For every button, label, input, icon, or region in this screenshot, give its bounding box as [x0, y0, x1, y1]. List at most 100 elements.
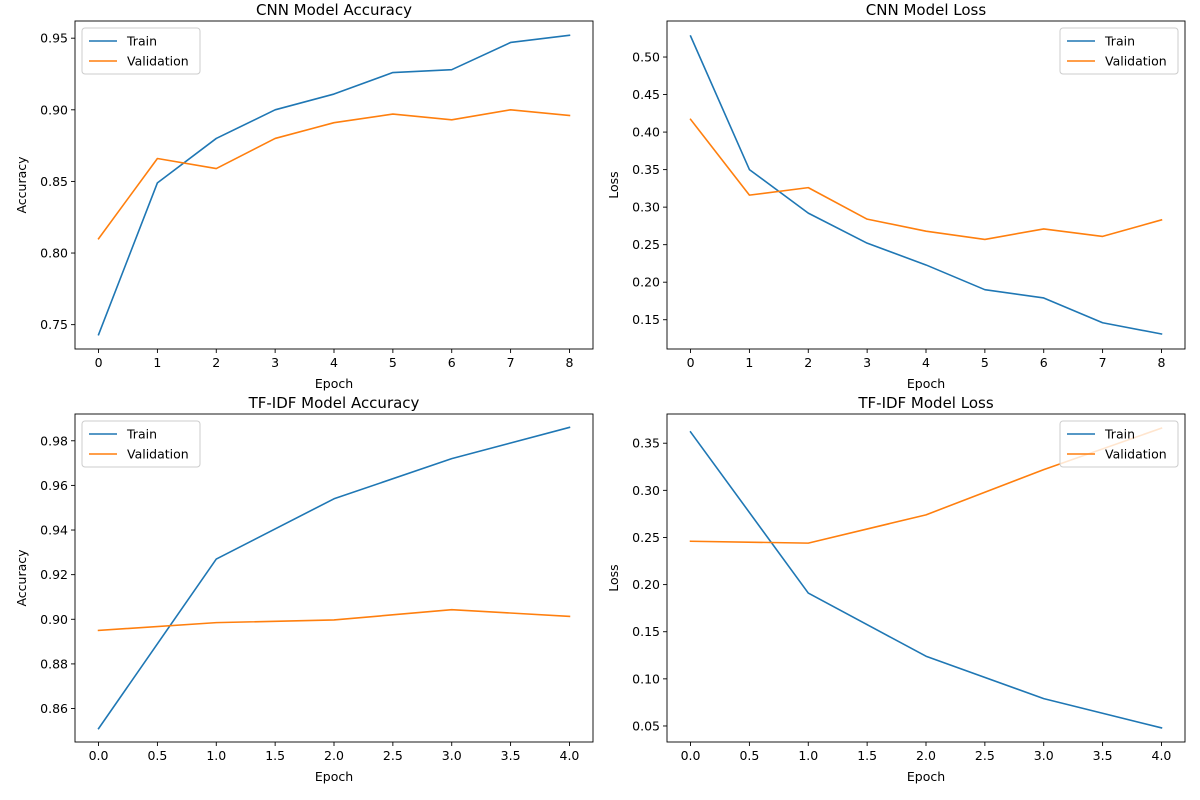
y-tick-label: 0.90: [40, 612, 68, 627]
x-tick-label: 3.0: [442, 748, 462, 763]
x-axis-label: Epoch: [907, 769, 945, 784]
x-tick-label: 0.0: [681, 748, 701, 763]
y-tick-label: 0.35: [632, 436, 660, 451]
x-tick-label: 3.0: [1034, 748, 1054, 763]
y-tick-label: 0.85: [40, 174, 68, 189]
y-axis-label: Loss: [606, 171, 621, 198]
legend-box: [81, 420, 201, 468]
legend-label: Train: [1104, 34, 1135, 49]
legend-label: Validation: [127, 447, 189, 462]
x-tick-label: 1.0: [206, 748, 226, 763]
series-line-train: [97, 426, 571, 730]
subplot-tfidf-loss: TF-IDF Model Loss Epoch Loss 0.0 0.5 1.0 1.…: [606, 394, 1186, 784]
legend-box: [1059, 420, 1179, 468]
y-tick-label: 0.50: [632, 50, 660, 65]
chart-title: TF-IDF Model Accuracy: [248, 394, 420, 412]
series-line-validation: [689, 118, 1163, 241]
plot-area: 0 1 2 3 4 5 6 7 8 0.15 0.20 0.25 0.30 0.35 0.40 0.45 0.5…: [632, 20, 1186, 370]
x-tick-label: 1.0: [798, 748, 818, 763]
x-tick-label: 3: [863, 355, 871, 370]
x-tick-label: 3.5: [1093, 748, 1113, 763]
y-tick-label: 0.05: [632, 718, 660, 733]
y-tick-label: 0.96: [40, 478, 68, 493]
series-line-train: [689, 34, 1163, 335]
x-tick-label: 5: [981, 355, 989, 370]
x-tick-label: 7: [507, 355, 515, 370]
y-tick-label: 0.25: [632, 237, 660, 252]
x-tick-label: 2: [212, 355, 220, 370]
subplot-cnn-accuracy: CNN Model Accuracy Epoch Accuracy 0 1 2 3 4 5…: [14, 1, 594, 391]
x-tick-label: 6: [1040, 355, 1048, 370]
x-tick-label: 5: [389, 355, 397, 370]
plot-area: 0.0 0.5 1.0 1.5 2.0 2.5 3.0 3.5 4.0 0.86 0.88 0.90 0…: [40, 413, 594, 763]
chart-title: TF-IDF Model Loss: [857, 394, 993, 412]
y-tick-label: 0.40: [632, 125, 660, 140]
x-axis-label: Epoch: [315, 376, 353, 391]
legend-box: [1059, 27, 1179, 75]
x-tick-label: 3: [271, 355, 279, 370]
y-tick-label: 0.20: [632, 275, 660, 290]
y-tick-label: 0.75: [40, 317, 68, 332]
y-axis-label: Accuracy: [14, 549, 29, 607]
x-tick-label: 0.5: [739, 748, 759, 763]
legend-label: Train: [126, 34, 157, 49]
legend-label: Validation: [1105, 54, 1167, 69]
y-tick-label: 0.90: [40, 102, 68, 117]
x-tick-label: 8: [565, 355, 573, 370]
x-tick-label: 1: [153, 355, 161, 370]
x-tick-label: 4.0: [560, 748, 580, 763]
y-tick-label: 0.30: [632, 483, 660, 498]
x-tick-label: 2.5: [383, 748, 403, 763]
y-tick-label: 0.86: [40, 701, 68, 716]
y-tick-label: 0.80: [40, 246, 68, 261]
y-tick-label: 0.15: [632, 312, 660, 327]
x-tick-label: 4.0: [1152, 748, 1172, 763]
x-tick-label: 4: [330, 355, 338, 370]
x-tick-label: 0: [687, 355, 695, 370]
plot-area: 0 1 2 3 4 5 6 7 8 0.75 0.80 0.85 0.90 0.95 Train Valida…: [40, 20, 594, 370]
legend-label: Validation: [1105, 447, 1167, 462]
x-tick-label: 3.5: [501, 748, 521, 763]
x-tick-label: 0.5: [147, 748, 167, 763]
y-tick-label: 0.94: [40, 523, 68, 538]
y-tick-label: 0.92: [40, 567, 68, 582]
x-tick-label: 2: [804, 355, 812, 370]
x-tick-label: 8: [1157, 355, 1165, 370]
subplot-tfidf-accuracy: TF-IDF Model Accuracy Epoch Accuracy 0.0…: [14, 394, 594, 784]
y-tick-label: 0.15: [632, 624, 660, 639]
y-axis-label: Loss: [606, 564, 621, 591]
x-tick-label: 4: [922, 355, 930, 370]
subplot-cnn-loss: CNN Model Loss Epoch Loss 0 1 2 3 4 5 6 7 80.150…: [606, 1, 1186, 391]
x-axis-label: Epoch: [315, 769, 353, 784]
x-tick-label: 1: [745, 355, 753, 370]
x-tick-label: 1.5: [857, 748, 877, 763]
series-line-train: [97, 34, 571, 336]
legend-label: Train: [1104, 427, 1135, 442]
series-line-validation: [97, 608, 571, 632]
y-tick-label: 0.20: [632, 577, 660, 592]
y-axis-label: Accuracy: [14, 156, 29, 214]
y-tick-label: 0.88: [40, 656, 68, 671]
y-tick-label: 0.25: [632, 530, 660, 545]
y-tick-label: 0.98: [40, 433, 68, 448]
y-tick-label: 0.35: [632, 162, 660, 177]
y-tick-label: 0.95: [40, 31, 68, 46]
plot-area: 0.0 0.5 1.0 1.5 2.0 2.5 3.0 3.5 4.0 0.05 0.10 0.15 0…: [632, 413, 1186, 763]
x-tick-label: 0.0: [89, 748, 109, 763]
y-tick-label: 0.10: [632, 671, 660, 686]
legend: Train Validation: [1059, 27, 1179, 75]
x-tick-label: 0: [95, 355, 103, 370]
x-tick-label: 7: [1099, 355, 1107, 370]
legend-box: [81, 27, 201, 75]
series-line-train: [689, 430, 1163, 729]
chart-title: CNN Model Loss: [866, 1, 987, 19]
x-tick-label: 6: [448, 355, 456, 370]
legend: Train Validation: [81, 27, 201, 75]
legend: Train Validation: [1059, 420, 1179, 468]
x-tick-label: 2.5: [975, 748, 995, 763]
y-tick-label: 0.30: [632, 200, 660, 215]
legend-label: Validation: [127, 54, 189, 69]
x-tick-label: 2.0: [324, 748, 344, 763]
